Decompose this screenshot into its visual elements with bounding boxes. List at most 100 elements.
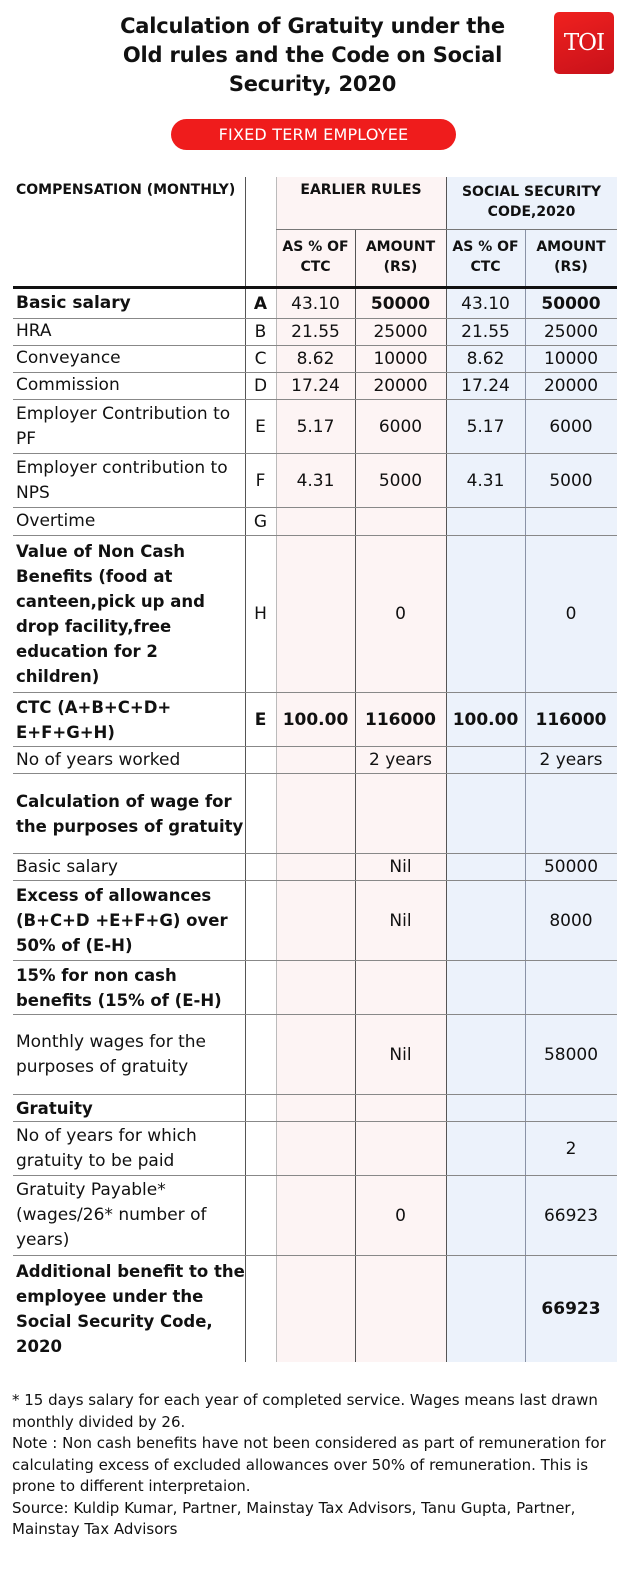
row-label: Employer contribution to NPS [16, 457, 228, 503]
er-pct: 17.24 [291, 375, 340, 396]
page-title: Calculation of Gratuity under the Old ru… [120, 14, 505, 96]
er-amt: 116000 [365, 709, 436, 730]
source: Source: Kuldip Kumar, Partner, Mainstay … [12, 1498, 576, 1539]
divider [276, 177, 277, 1362]
er-pct: 43.10 [291, 293, 340, 314]
row-letter: B [254, 321, 267, 342]
er-pct: 5.17 [296, 416, 335, 437]
ss-amt: 25000 [543, 321, 599, 342]
row-label: Gratuity Payable* (wages/26* number of y… [16, 1180, 207, 1250]
section-heading: Gratuity [16, 1098, 93, 1118]
er-pct: 8.62 [296, 348, 335, 369]
ss-pct: 43.10 [461, 293, 510, 314]
ss-pct: 5.17 [466, 416, 505, 437]
row-divider [13, 345, 617, 346]
row-label: Value of Non Cash Benefits (food at cant… [16, 542, 205, 686]
row-label: No of years for which gratuity to be pai… [16, 1125, 197, 1171]
ss-amt: 50000 [543, 857, 599, 877]
ss-amt: 20000 [543, 375, 599, 396]
earlier-rules-header: EARLIER RULES [300, 182, 422, 198]
row-label: HRA [16, 321, 52, 341]
row-divider [13, 692, 617, 693]
divider [446, 177, 447, 1362]
ss-code-header: SOCIAL SECURITY CODE,2020 [461, 184, 602, 220]
row-label: Employer Contribution to PF [16, 403, 231, 449]
divider [245, 177, 246, 1362]
toi-logo: TOI [554, 12, 614, 74]
er-pct: 4.31 [296, 470, 335, 491]
row-letter: E [255, 416, 266, 437]
ss-pct: 4.31 [466, 470, 505, 491]
er-pct: 100.00 [282, 709, 349, 730]
ss-amt: 8000 [549, 910, 593, 931]
er-amt: 0 [395, 1205, 406, 1226]
ss-amt: 116000 [535, 709, 607, 730]
row-label: No of years worked [16, 749, 181, 770]
row-letter: H [254, 604, 267, 624]
row-label: 15% for non cash benefits (15% of (E-H) [16, 965, 222, 1010]
ss-amt: 0 [565, 604, 577, 624]
footnote: * 15 days salary for each year of comple… [12, 1391, 598, 1431]
row-label: Commission [16, 375, 120, 395]
row-letter: A [253, 293, 268, 314]
row-letter: D [253, 375, 268, 396]
ss-amt: 6000 [549, 416, 593, 437]
er-amt: Nil [389, 910, 412, 931]
ss-pct: 100.00 [452, 709, 519, 730]
row-label: CTC (A+B+C+D+ E+F+G+H) [16, 697, 172, 742]
earlier-rules-column-bg [276, 177, 446, 1362]
row-label: Additional benefit to the employee under… [16, 1262, 245, 1356]
row-divider [13, 535, 617, 536]
ss-amt: 58000 [543, 1044, 599, 1065]
row-divider [13, 453, 617, 454]
row-letter: E [254, 709, 267, 730]
row-label: Conveyance [16, 348, 121, 368]
row-divider [13, 746, 617, 747]
er-amt: 10000 [373, 348, 428, 369]
ss-amt: 5000 [549, 470, 593, 491]
row-divider [13, 372, 617, 373]
ss-amt: 2 [565, 1138, 577, 1159]
divider [525, 229, 526, 1362]
row-letter: C [254, 348, 267, 369]
row-divider [13, 1014, 617, 1015]
ss-pct: 21.55 [461, 321, 510, 342]
er-amt: 50000 [370, 293, 431, 314]
er-amt: Nil [389, 1044, 412, 1065]
ss-amt: 66923 [541, 1299, 601, 1319]
ss-pct: 17.24 [461, 375, 510, 396]
er-amt: 20000 [373, 375, 428, 396]
ss-amt-header: AMOUNT (RS) [536, 239, 606, 275]
row-divider [13, 1094, 617, 1095]
footer-notes: * 15 days salary for each year of comple… [12, 1390, 622, 1541]
ss-amt: 2 years [539, 750, 603, 770]
er-pct-header: AS % OF CTC [282, 239, 349, 275]
ss-amt: 66923 [543, 1205, 599, 1226]
ss-amt: 50000 [541, 293, 601, 314]
er-amt: 6000 [378, 416, 423, 437]
ss-amt: 10000 [543, 348, 599, 369]
row-divider [13, 960, 617, 961]
er-amt: 5000 [378, 470, 423, 491]
er-amt: Nil [389, 857, 412, 877]
er-amt: 0 [395, 604, 406, 624]
row-divider [13, 399, 617, 400]
header-divider [276, 229, 617, 230]
row-label: Overtime [16, 511, 96, 531]
er-amt: 25000 [373, 321, 428, 342]
er-amt: 2 years [368, 750, 432, 770]
er-amt-header: AMOUNT (RS) [365, 239, 436, 275]
row-divider [13, 880, 617, 881]
divider [355, 229, 356, 1362]
row-label: Basic salary [16, 856, 118, 877]
er-pct: 21.55 [291, 321, 340, 342]
row-divider [13, 853, 617, 854]
row-divider [13, 507, 617, 508]
ss-pct-header: AS % OF CTC [452, 239, 519, 275]
row-letter: F [255, 470, 266, 491]
ss-code-column-bg [446, 177, 617, 1362]
row-label: Basic salary [16, 293, 131, 313]
row-divider [13, 1255, 617, 1256]
row-divider [13, 1121, 617, 1122]
compensation-header: COMPENSATION (MONTHLY) [16, 182, 236, 198]
